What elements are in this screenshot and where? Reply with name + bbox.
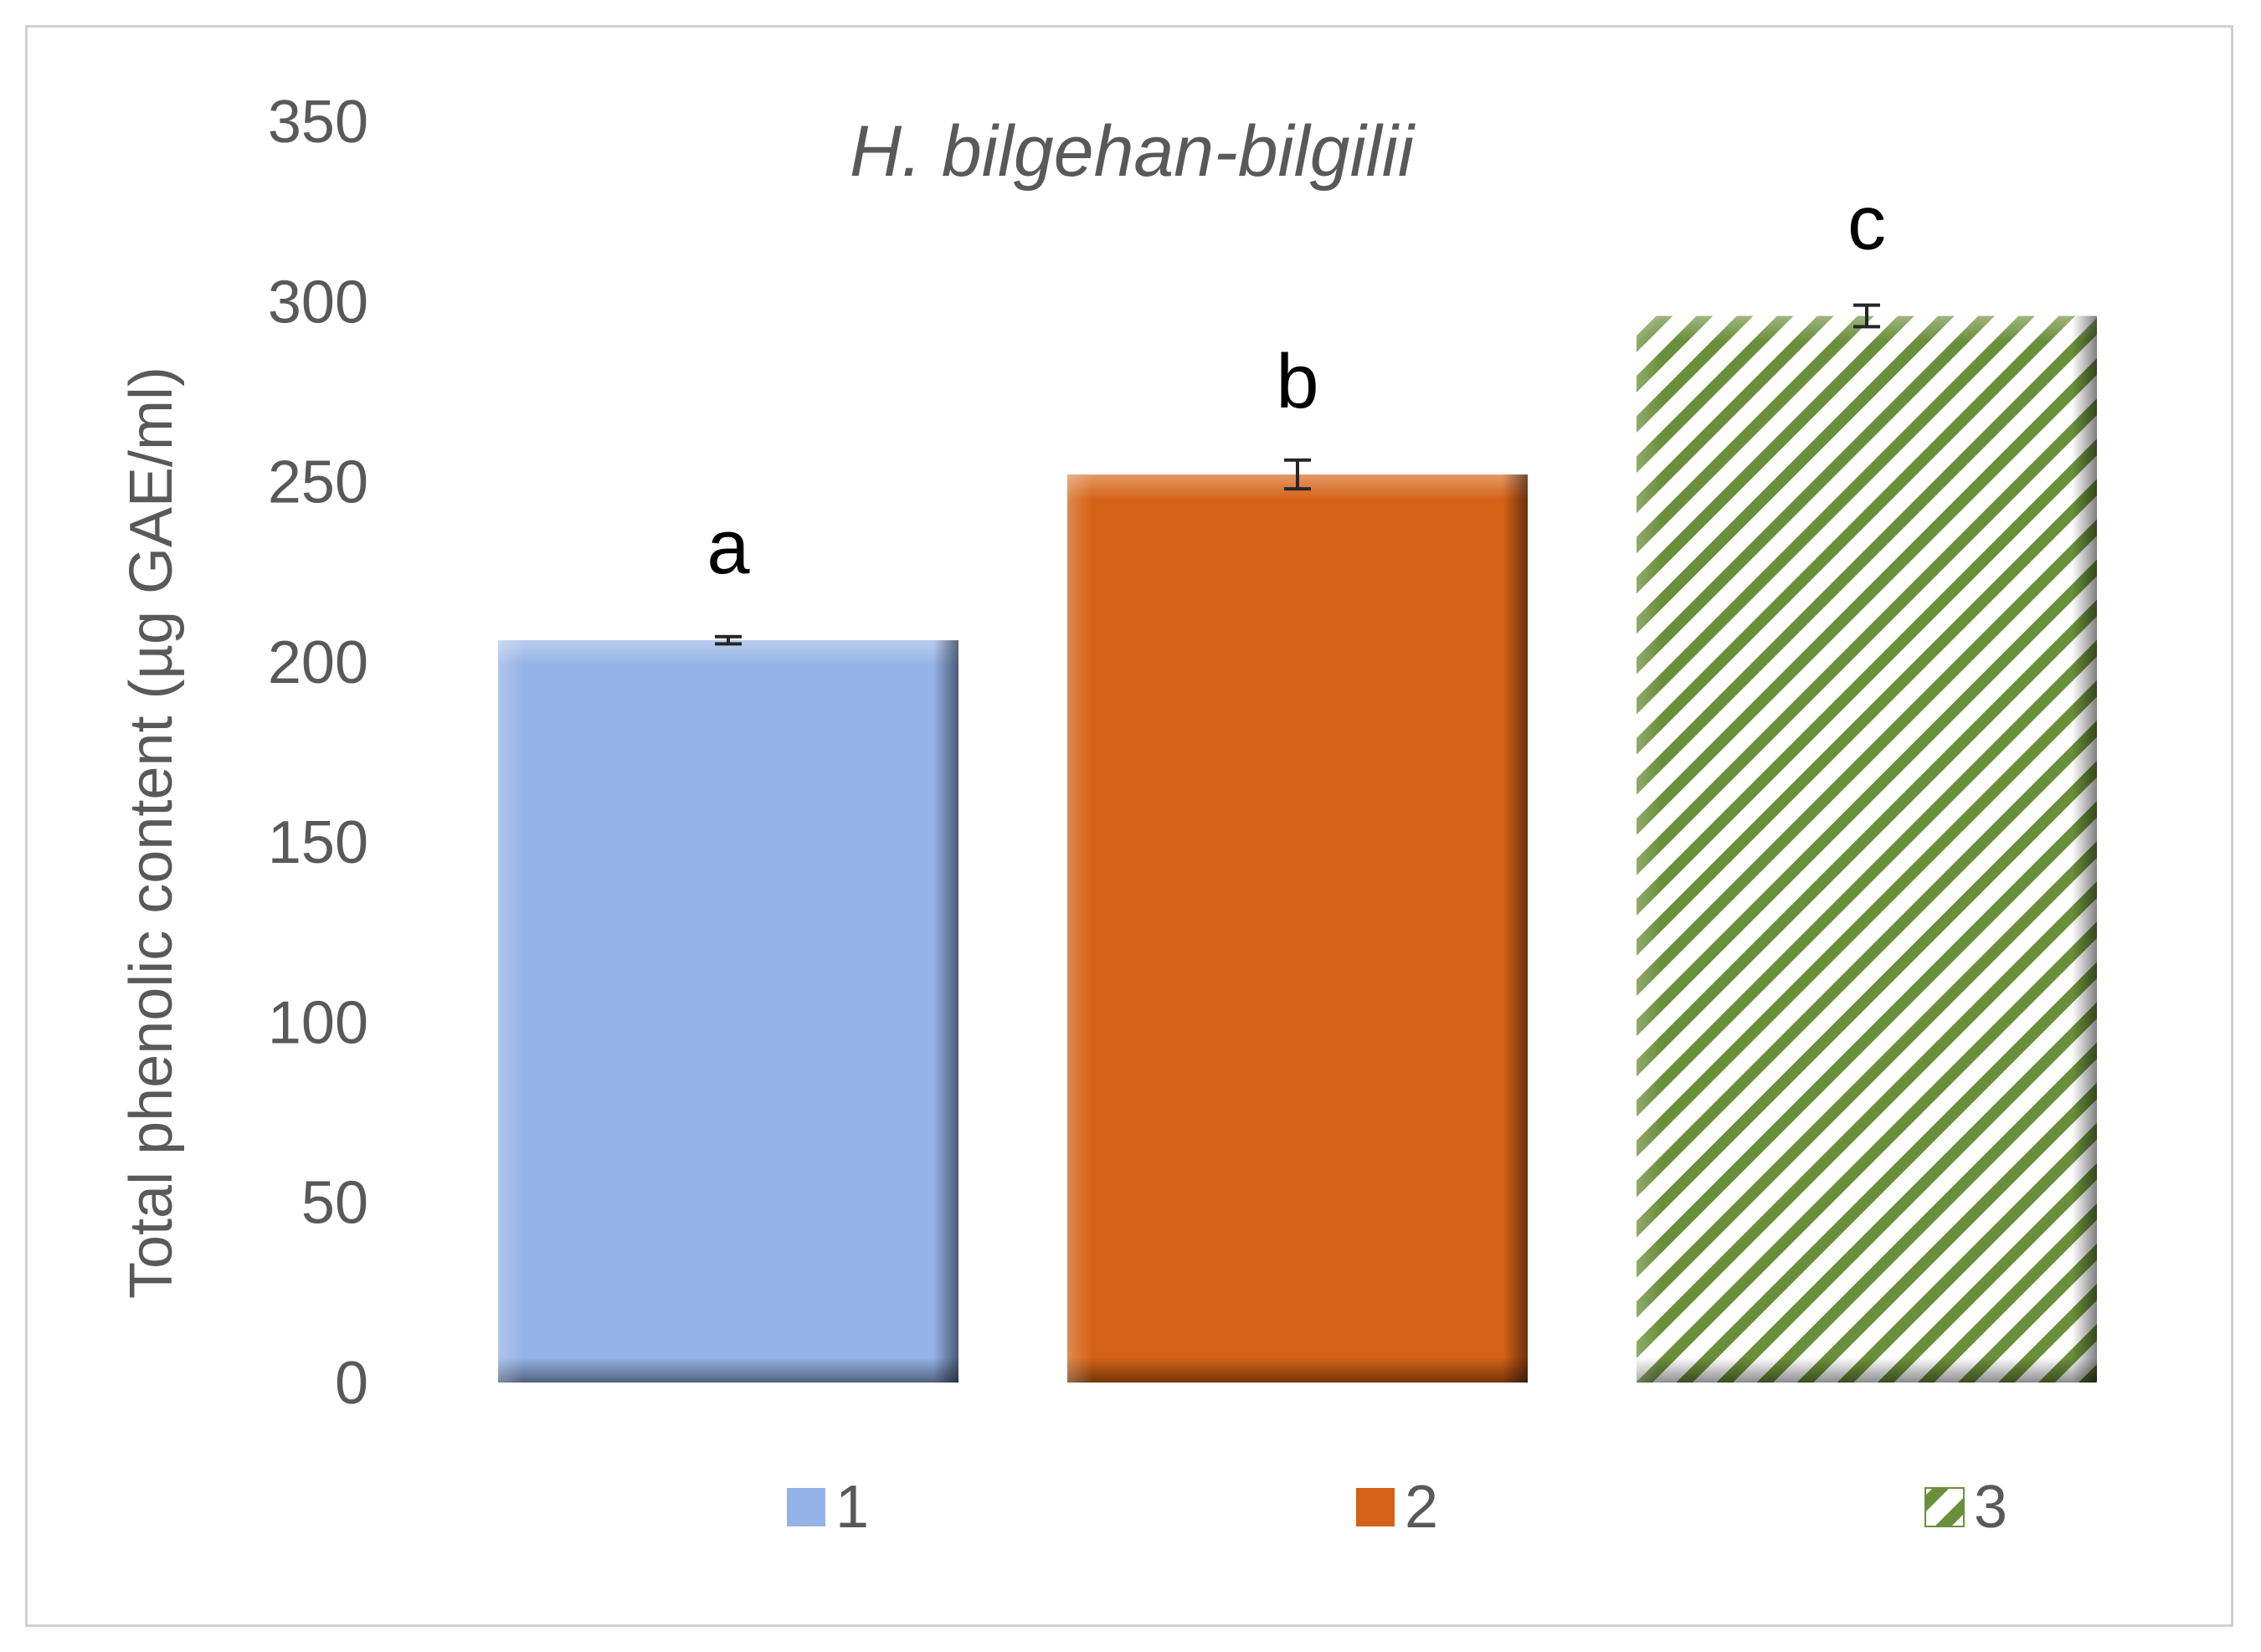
error-bar (1284, 458, 1311, 491)
bars: a b c (498, 181, 2097, 1383)
legend-label: 1 (835, 1474, 869, 1541)
bar-rect (1067, 474, 1528, 1383)
legend-item-2: 2 (1356, 1474, 1438, 1541)
significance-label: b (1276, 339, 1318, 424)
bar-rect (498, 640, 958, 1383)
bar-bevel-left (1067, 474, 1092, 1383)
legend-item-1: 1 (787, 1474, 869, 1541)
bar-2: b (1067, 339, 1528, 1383)
y-tick-label: 300 (268, 269, 368, 336)
y-tick-label: 350 (268, 89, 368, 156)
y-axis-label: Total phenolic content (µg GAE/ml) (118, 367, 185, 1299)
bar-bevel-bottom (498, 1357, 958, 1383)
y-tick-label: 0 (335, 1350, 368, 1417)
significance-label: c (1847, 181, 1886, 266)
bar-bevel-bottom (1637, 1357, 2097, 1383)
y-tick-label: 200 (268, 629, 368, 696)
bar-bevel-left (498, 640, 523, 1383)
legend-swatch (1924, 1487, 1965, 1527)
legend-swatch (1356, 1488, 1395, 1526)
bar-rect (1637, 316, 2097, 1383)
chart-title: H. bilgehan-bilgilii (850, 111, 1416, 192)
y-tick-label: 150 (268, 809, 368, 876)
bar-3: c (1637, 181, 2097, 1383)
legend-label: 3 (1974, 1474, 2007, 1541)
bar-bevel-right (1503, 474, 1528, 1383)
bar-1: a (498, 505, 958, 1383)
legend-label: 2 (1405, 1474, 1438, 1541)
error-bar (1853, 303, 1880, 329)
bar-bevel-right (2072, 316, 2097, 1383)
y-tick-label: 250 (268, 449, 368, 516)
error-bar (715, 634, 742, 646)
bar-bevel-bottom (1067, 1357, 1528, 1383)
bar-bevel-left (1637, 316, 1662, 1383)
y-tick-label: 50 (301, 1170, 368, 1237)
legend-item-3: 3 (1924, 1474, 2007, 1541)
legend-swatch (787, 1488, 825, 1526)
y-tick-label: 100 (268, 989, 368, 1056)
bar-bevel-right (933, 640, 958, 1383)
significance-label: a (707, 505, 750, 590)
y-axis-ticks: 0 50 100 150 200 250 300 350 (268, 89, 368, 1417)
legend: 1 2 3 (787, 1474, 2007, 1541)
